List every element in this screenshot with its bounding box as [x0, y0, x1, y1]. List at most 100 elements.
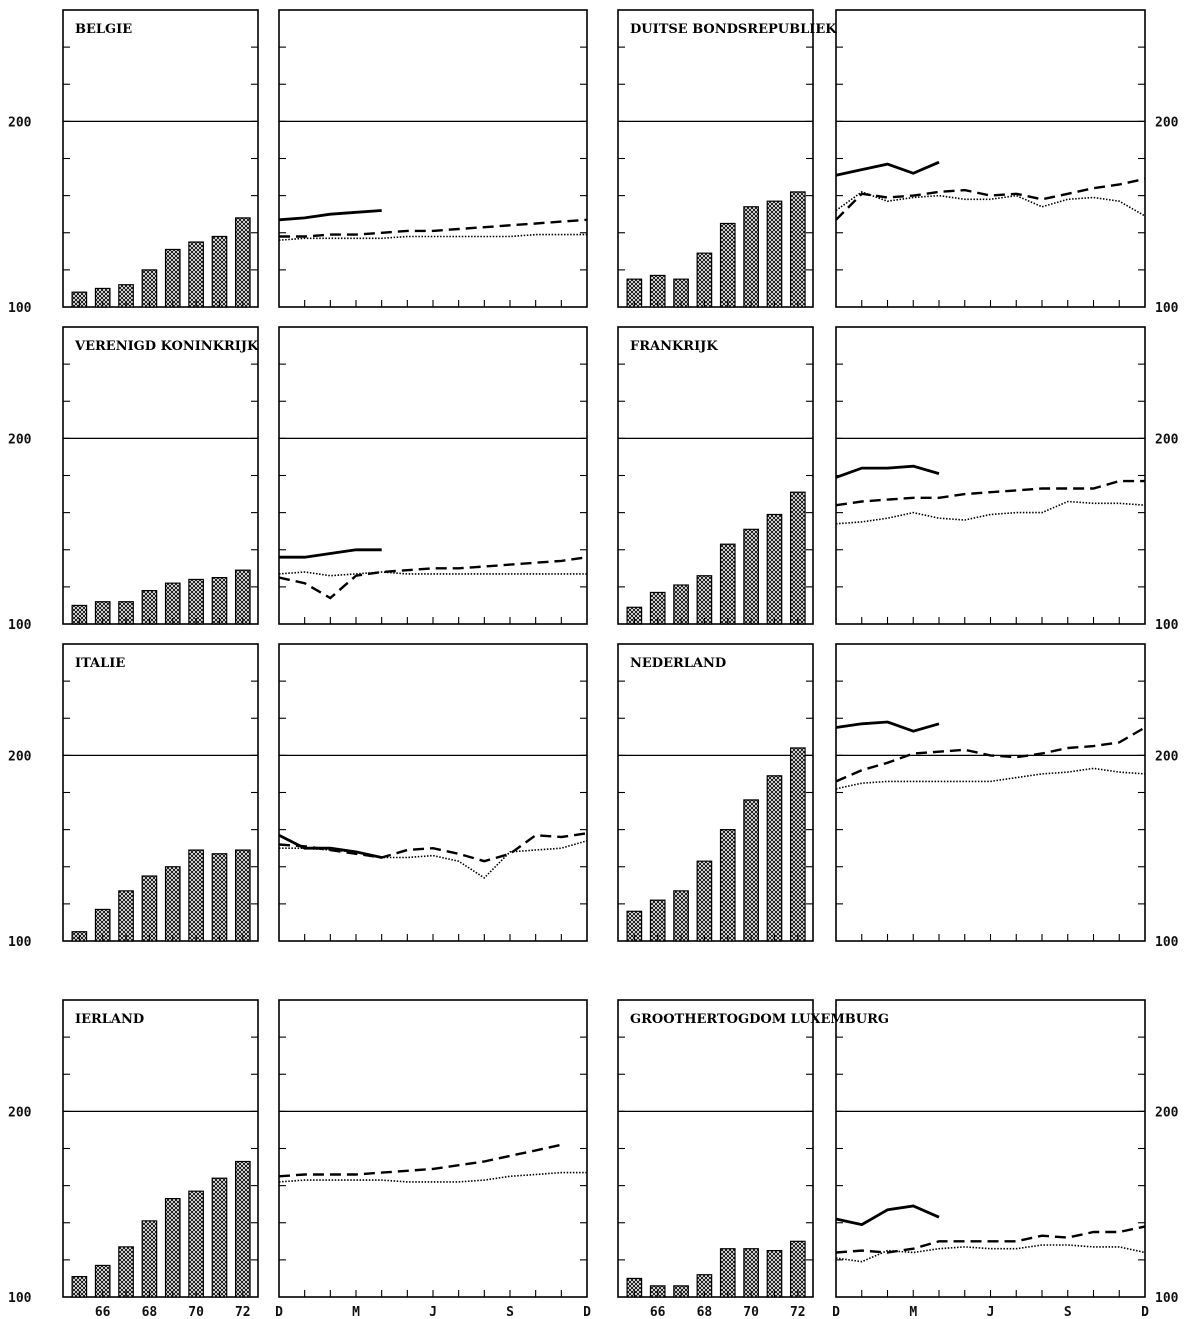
panel-frame [278, 643, 588, 942]
panel-title: GROOTHERTOGDOM LUXEMBURG [630, 1012, 889, 1027]
x-tick-label: D [583, 1305, 591, 1319]
bar [719, 543, 736, 625]
series-dashed [278, 556, 588, 600]
annual-panel-2: VERENIGD KONINKRIJK [62, 326, 259, 625]
panel-title: NEDERLAND [630, 656, 726, 671]
y-tick-label: 100 [8, 935, 32, 950]
monthly-panel-6 [278, 999, 588, 1298]
bar [188, 849, 204, 942]
bar [188, 241, 204, 308]
bar [696, 252, 713, 308]
x-tick-label: 68 [697, 1305, 713, 1319]
bar [164, 248, 181, 308]
bar [234, 849, 251, 942]
panel-frame [835, 326, 1146, 625]
annual-panel-5: NEDERLAND [617, 643, 814, 942]
bar [789, 1240, 806, 1298]
x-tick-label: 66 [95, 1305, 111, 1319]
y-tick-label: 100 [1155, 301, 1179, 316]
panel-title: BELGIE [75, 22, 132, 37]
monthly-panel-3 [835, 326, 1146, 625]
panel-title: DUITSE BONDSREPUBLIEK [630, 22, 837, 37]
bar [719, 829, 736, 942]
bar [188, 1190, 204, 1298]
series-dotted [278, 1171, 587, 1183]
y-tick-label: 200 [8, 749, 32, 764]
bar [743, 528, 759, 625]
series-solid [278, 833, 382, 859]
series-solid [835, 720, 940, 733]
bar [766, 775, 783, 942]
series-dotted [835, 500, 1146, 525]
y-tick-label: 100 [8, 301, 32, 316]
x-tick-label: 70 [743, 1305, 759, 1319]
series-dotted [835, 191, 1146, 217]
x-tick-label: J [987, 1305, 995, 1319]
series-dotted [279, 840, 588, 879]
panel-frame [62, 9, 259, 308]
series-dotted [278, 571, 587, 577]
bar [188, 578, 204, 625]
bar [118, 890, 134, 942]
monthly-panel-7 [835, 999, 1146, 1298]
x-tick-label: 72 [235, 1305, 251, 1319]
monthly-panel-1 [835, 9, 1146, 308]
monthly-panel-5 [835, 643, 1146, 942]
bar [164, 1198, 181, 1298]
panel-frame [835, 643, 1146, 942]
y-tick-label: 200 [1155, 115, 1179, 130]
annual-panel-6: IERLAND [62, 999, 259, 1298]
panel-frame [278, 326, 588, 625]
x-tick-label: J [429, 1305, 437, 1319]
series-dotted [835, 1244, 1146, 1263]
bar [789, 747, 806, 942]
bar [164, 582, 181, 625]
annual-panel-7: GROOTHERTOGDOM LUXEMBURG [617, 999, 889, 1298]
annual-panel-4: ITALIE [62, 643, 259, 942]
panel-frame [62, 999, 259, 1298]
bar [211, 576, 228, 625]
monthly-panel-0 [278, 9, 588, 308]
monthly-panel-4 [278, 643, 588, 942]
series-dashed [278, 1143, 562, 1178]
y-tick-label: 200 [8, 432, 32, 447]
bar [649, 899, 666, 942]
bar [141, 875, 158, 942]
series-solid [279, 548, 382, 559]
bar [673, 890, 689, 942]
series-dotted [835, 767, 1146, 790]
x-tick-label: D [832, 1305, 840, 1319]
x-tick-label: 70 [188, 1305, 204, 1319]
series-solid [835, 464, 940, 479]
panel-title: FRANKRIJK [630, 339, 718, 354]
y-tick-label: 200 [1155, 432, 1179, 447]
y-tick-label: 200 [1155, 749, 1179, 764]
bar [211, 853, 228, 942]
y-tick-label: 100 [1155, 618, 1179, 633]
x-tick-label: 68 [142, 1305, 158, 1319]
series-dashed [279, 218, 588, 238]
x-tick-label: 66 [650, 1305, 666, 1319]
x-tick-label: M [352, 1305, 360, 1319]
bar [234, 1160, 251, 1298]
bar [766, 1249, 783, 1298]
y-tick-label: 100 [8, 618, 32, 633]
x-tick-label: S [506, 1305, 514, 1319]
panel-title: IERLAND [75, 1012, 144, 1027]
x-tick-label: S [1064, 1305, 1072, 1319]
bar [211, 235, 228, 308]
x-tick-label: 72 [790, 1305, 806, 1319]
y-tick-label: 100 [8, 1291, 32, 1306]
bar [719, 1248, 736, 1298]
bar [719, 222, 736, 308]
annual-panel-0: BELGIE [62, 9, 259, 308]
annual-panel-3: FRANKRIJK [617, 326, 814, 625]
panel-title: ITALIE [75, 656, 125, 671]
y-tick-label: 100 [1155, 935, 1179, 950]
panel-frame [835, 999, 1146, 1298]
bar [766, 200, 783, 308]
bar [743, 206, 759, 308]
y-tick-label: 200 [8, 1105, 32, 1120]
bar [211, 1177, 228, 1298]
